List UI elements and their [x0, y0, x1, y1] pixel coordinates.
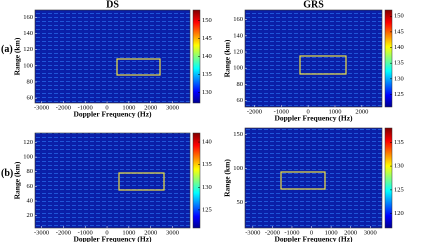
y-tick-label: 80 [27, 168, 34, 175]
y-tick-label: 100 [233, 65, 243, 72]
colorbar-tick-label: 120 [394, 210, 404, 217]
heatmap-area [244, 127, 383, 229]
colorbar-tick-label: 130 [202, 89, 212, 96]
y-tick-label: 120 [23, 139, 33, 146]
colorbar-tick-label: 140 [394, 44, 404, 51]
x-tick-label: -2000 [56, 104, 71, 111]
x-tick-label: -3000 [34, 229, 49, 236]
x-tick-label: 1000 [325, 229, 338, 236]
y-tick-label: 40 [27, 197, 34, 204]
colorbar-tick-label: 140 [202, 53, 212, 60]
x-tick-label: 0 [105, 104, 108, 111]
x-tick-label: 0 [307, 108, 310, 115]
colorbar-tick-label: 150 [394, 13, 404, 20]
y-tick-label: 80 [27, 78, 34, 85]
panel-label: (b) [1, 168, 13, 179]
x-axis-label: Doppler Frequency (Hz) [73, 110, 152, 119]
x-tick-label: 2000 [144, 229, 157, 236]
colorbar-tick-label: 125 [394, 186, 404, 193]
x-tick-label: 1000 [122, 104, 135, 111]
highlight-box [280, 171, 326, 190]
x-tick-label: 1000 [328, 108, 341, 115]
highlight-box [116, 58, 161, 76]
heatmap-area [34, 9, 191, 104]
heatmap-area [244, 9, 383, 108]
y-axis-label: Range (km) [13, 161, 22, 199]
x-axis-label: Doppler Frequency (Hz) [73, 235, 152, 242]
colorbar-tick-label: 140 [202, 139, 212, 146]
panel-title: DS [106, 0, 119, 10]
x-tick-label: 2000 [355, 108, 368, 115]
y-tick-label: 100 [233, 165, 243, 172]
colorbar-tick-label: 130 [202, 184, 212, 191]
y-axis-label: Range (km) [223, 159, 232, 197]
colorbar [192, 132, 201, 229]
x-tick-label: -3000 [245, 229, 260, 236]
colorbar [384, 9, 393, 108]
x-tick-label: 2000 [144, 104, 157, 111]
y-tick-label: 140 [233, 32, 243, 39]
x-tick-label: 0 [310, 229, 313, 236]
panel-label: (a) [1, 44, 13, 55]
colorbar [384, 127, 393, 229]
x-tick-label: 2000 [344, 229, 357, 236]
y-tick-label: 100 [23, 62, 33, 69]
colorbar-tick-label: 125 [202, 206, 212, 213]
x-tick-label: 1000 [122, 229, 135, 236]
y-tick-label: 140 [23, 30, 33, 37]
x-tick-label: 3000 [166, 229, 179, 236]
y-tick-label: 50 [237, 199, 244, 206]
x-tick-label: 3000 [166, 104, 179, 111]
y-tick-label: 120 [233, 49, 243, 56]
heatmap-area [34, 132, 191, 229]
y-tick-label: 60 [27, 95, 34, 102]
colorbar-tick-label: 135 [202, 71, 212, 78]
y-tick-label: 100 [23, 154, 33, 161]
y-tick-label: 120 [23, 46, 33, 53]
colorbar-tick-label: 135 [202, 161, 212, 168]
x-axis-label: Doppler Frequency (Hz) [274, 235, 353, 242]
x-tick-label: -1000 [284, 229, 299, 236]
y-tick-label: 20 [27, 212, 34, 219]
y-tick-label: 150 [233, 131, 243, 138]
x-tick-label: 0 [105, 229, 108, 236]
highlight-box [118, 172, 165, 191]
x-tick-label: 3000 [364, 229, 377, 236]
y-tick-label: 60 [237, 97, 244, 104]
colorbar-tick-label: 135 [394, 60, 404, 67]
colorbar-tick-label: 145 [394, 28, 404, 35]
colorbar-tick-label: 130 [394, 163, 404, 170]
colorbar-tick-label: 125 [394, 91, 404, 98]
y-tick-label: 160 [233, 16, 243, 23]
x-tick-label: -2000 [247, 108, 262, 115]
colorbar-tick-label: 130 [394, 75, 404, 82]
y-axis-label: Range (km) [13, 37, 22, 75]
x-tick-label: -1000 [274, 108, 289, 115]
y-tick-label: 80 [237, 81, 244, 88]
x-tick-label: -2000 [56, 229, 71, 236]
panel-title: GRS [303, 0, 324, 10]
highlight-box [299, 55, 347, 75]
y-tick-label: 160 [23, 14, 33, 21]
colorbar-tick-label: 135 [394, 139, 404, 146]
x-tick-label: -1000 [78, 104, 93, 111]
colorbar-tick-label: 150 [202, 17, 212, 24]
x-axis-label: Doppler Frequency (Hz) [274, 114, 353, 123]
y-axis-label: Range (km) [223, 39, 232, 77]
x-tick-label: -3000 [34, 104, 49, 111]
x-tick-label: -2000 [265, 229, 280, 236]
x-tick-label: -1000 [78, 229, 93, 236]
y-tick-label: 60 [27, 183, 34, 190]
colorbar-tick-label: 145 [202, 35, 212, 42]
